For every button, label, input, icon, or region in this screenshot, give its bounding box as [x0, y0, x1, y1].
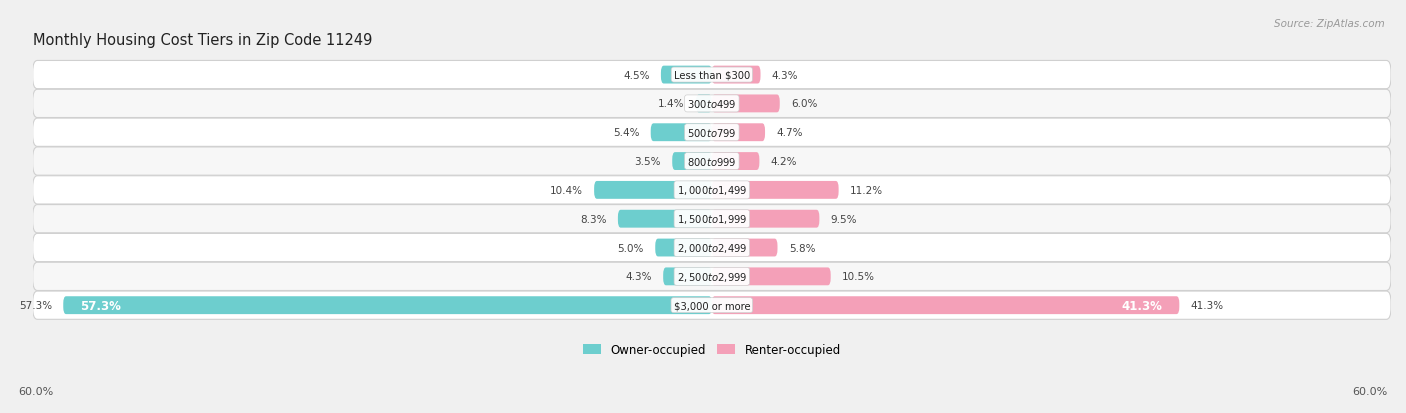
FancyBboxPatch shape	[32, 263, 1391, 291]
Text: Less than $300: Less than $300	[673, 70, 749, 81]
Text: $2,000 to $2,499: $2,000 to $2,499	[676, 242, 747, 254]
Text: 9.5%: 9.5%	[831, 214, 858, 224]
Text: 57.3%: 57.3%	[18, 300, 52, 311]
Text: 57.3%: 57.3%	[80, 299, 121, 312]
FancyBboxPatch shape	[711, 297, 1180, 314]
Text: $300 to $499: $300 to $499	[688, 98, 737, 110]
FancyBboxPatch shape	[672, 153, 711, 171]
Text: 41.3%: 41.3%	[1122, 299, 1163, 312]
Text: 5.8%: 5.8%	[789, 243, 815, 253]
FancyBboxPatch shape	[32, 147, 1391, 176]
FancyBboxPatch shape	[711, 181, 838, 199]
Text: 10.4%: 10.4%	[550, 185, 583, 195]
Text: 1.4%: 1.4%	[658, 99, 685, 109]
Text: 10.5%: 10.5%	[842, 272, 875, 282]
Text: 11.2%: 11.2%	[851, 185, 883, 195]
FancyBboxPatch shape	[32, 205, 1391, 233]
Text: 60.0%: 60.0%	[18, 387, 53, 396]
FancyBboxPatch shape	[696, 95, 711, 113]
FancyBboxPatch shape	[661, 66, 711, 84]
Text: 5.0%: 5.0%	[617, 243, 644, 253]
Text: Monthly Housing Cost Tiers in Zip Code 11249: Monthly Housing Cost Tiers in Zip Code 1…	[32, 33, 373, 48]
FancyBboxPatch shape	[595, 181, 711, 199]
Text: 41.3%: 41.3%	[1191, 300, 1223, 311]
Legend: Owner-occupied, Renter-occupied: Owner-occupied, Renter-occupied	[578, 339, 845, 361]
Text: 5.4%: 5.4%	[613, 128, 640, 138]
Text: 4.3%: 4.3%	[626, 272, 652, 282]
FancyBboxPatch shape	[32, 90, 1391, 118]
FancyBboxPatch shape	[711, 66, 761, 84]
Text: $800 to $999: $800 to $999	[688, 156, 737, 168]
Text: $3,000 or more: $3,000 or more	[673, 300, 751, 311]
FancyBboxPatch shape	[32, 291, 1391, 320]
Text: 8.3%: 8.3%	[581, 214, 606, 224]
Text: $500 to $799: $500 to $799	[688, 127, 737, 139]
FancyBboxPatch shape	[651, 124, 711, 142]
Text: $2,500 to $2,999: $2,500 to $2,999	[676, 270, 747, 283]
Text: 60.0%: 60.0%	[1353, 387, 1388, 396]
Text: 3.5%: 3.5%	[634, 157, 661, 167]
Text: 6.0%: 6.0%	[792, 99, 817, 109]
Text: 4.3%: 4.3%	[772, 70, 799, 81]
Text: $1,500 to $1,999: $1,500 to $1,999	[676, 213, 747, 225]
Text: $1,000 to $1,499: $1,000 to $1,499	[676, 184, 747, 197]
FancyBboxPatch shape	[32, 61, 1391, 90]
FancyBboxPatch shape	[655, 239, 711, 257]
FancyBboxPatch shape	[711, 210, 820, 228]
FancyBboxPatch shape	[32, 119, 1391, 147]
FancyBboxPatch shape	[711, 153, 759, 171]
FancyBboxPatch shape	[711, 95, 780, 113]
Text: 4.7%: 4.7%	[776, 128, 803, 138]
FancyBboxPatch shape	[32, 176, 1391, 204]
FancyBboxPatch shape	[711, 268, 831, 286]
FancyBboxPatch shape	[617, 210, 711, 228]
FancyBboxPatch shape	[63, 297, 711, 314]
Text: 4.2%: 4.2%	[770, 157, 797, 167]
FancyBboxPatch shape	[664, 268, 711, 286]
FancyBboxPatch shape	[32, 234, 1391, 262]
FancyBboxPatch shape	[711, 239, 778, 257]
FancyBboxPatch shape	[711, 124, 765, 142]
Text: 4.5%: 4.5%	[623, 70, 650, 81]
Text: Source: ZipAtlas.com: Source: ZipAtlas.com	[1274, 19, 1385, 28]
